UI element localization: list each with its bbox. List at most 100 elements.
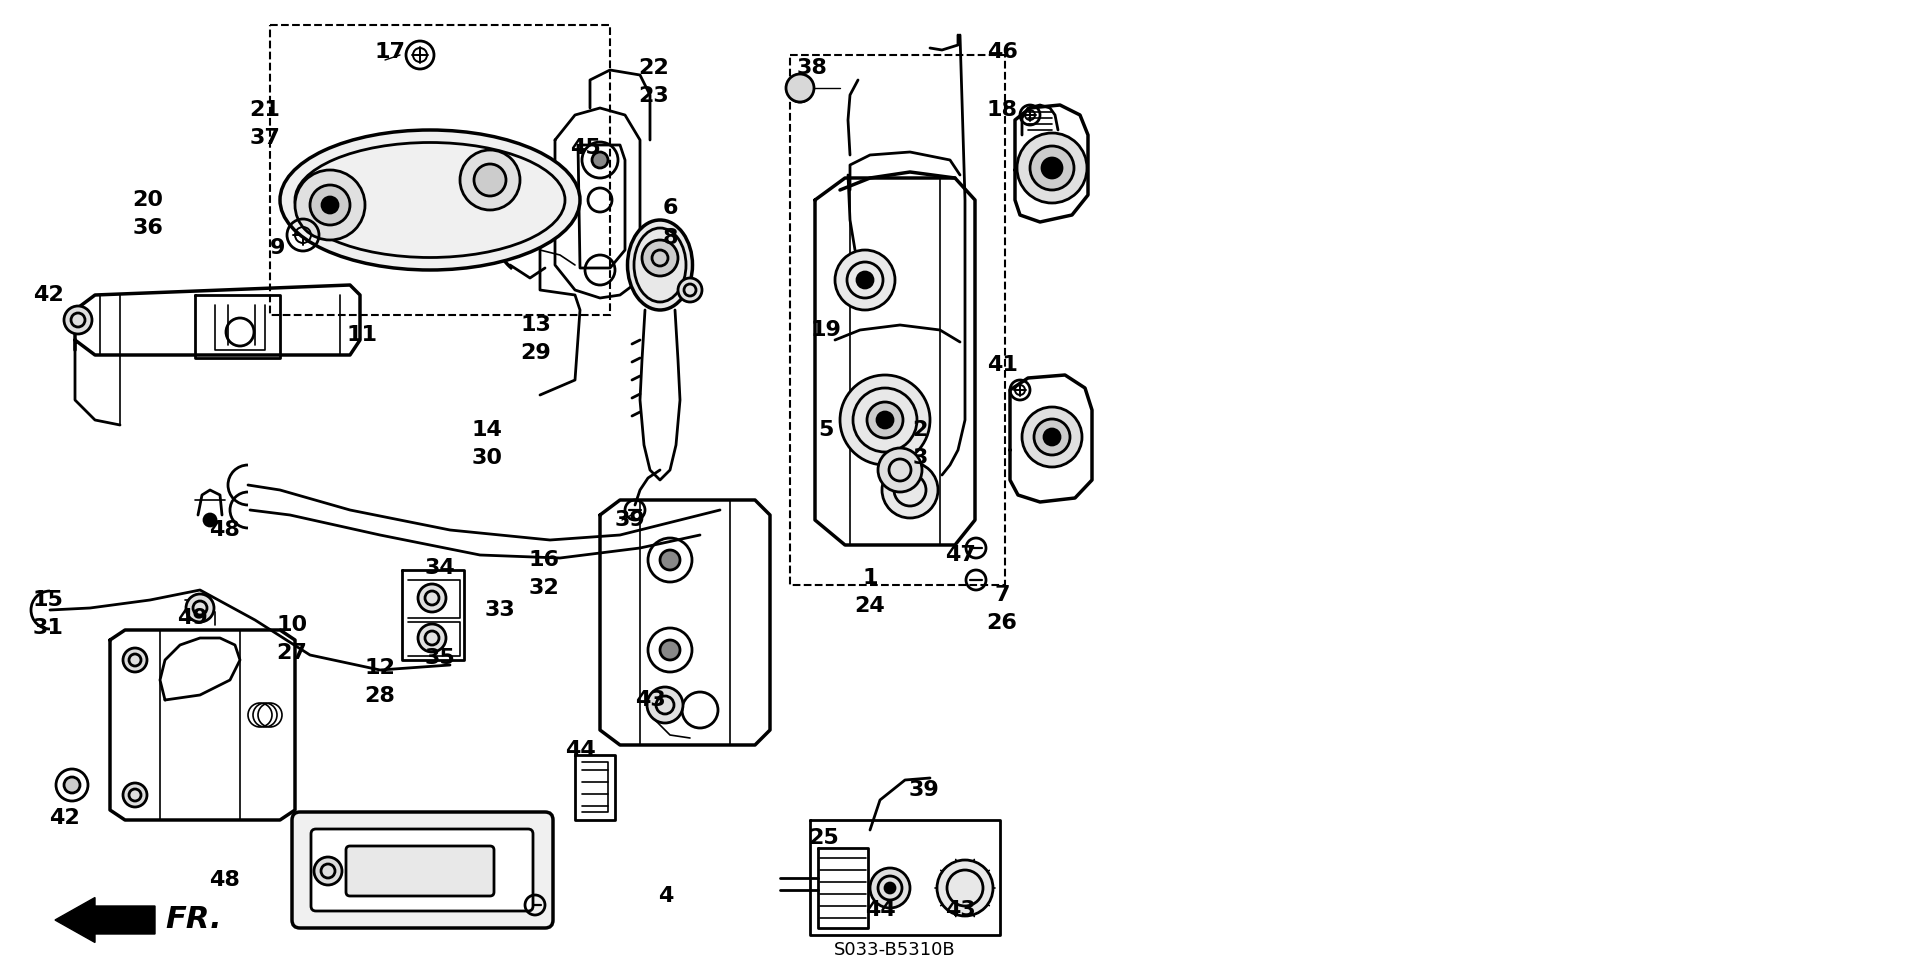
Text: 14: 14: [472, 420, 503, 440]
Text: 39: 39: [908, 780, 939, 800]
FancyBboxPatch shape: [346, 846, 493, 896]
Circle shape: [881, 462, 939, 518]
Text: 48: 48: [209, 870, 240, 890]
Text: 30: 30: [472, 448, 503, 468]
Circle shape: [63, 777, 81, 793]
Circle shape: [296, 170, 365, 240]
Circle shape: [885, 883, 895, 893]
Circle shape: [474, 164, 507, 196]
Text: 29: 29: [520, 343, 551, 363]
Text: 49: 49: [177, 608, 207, 628]
Text: 25: 25: [808, 828, 839, 848]
Circle shape: [186, 594, 213, 622]
Text: 32: 32: [528, 578, 559, 598]
Circle shape: [123, 783, 148, 807]
Text: 15: 15: [33, 590, 63, 610]
Text: 8: 8: [662, 228, 678, 248]
Text: 1: 1: [862, 568, 877, 588]
Text: 7: 7: [995, 585, 1010, 605]
Circle shape: [660, 640, 680, 660]
Circle shape: [591, 152, 609, 168]
Text: 42: 42: [33, 285, 63, 305]
Text: 35: 35: [424, 648, 455, 668]
Text: S033-B5310B: S033-B5310B: [833, 941, 956, 959]
Text: 33: 33: [484, 600, 515, 620]
Circle shape: [870, 868, 910, 908]
Circle shape: [937, 860, 993, 916]
Circle shape: [1044, 429, 1060, 445]
Text: 41: 41: [987, 355, 1018, 375]
Circle shape: [1018, 133, 1087, 203]
Text: 34: 34: [424, 558, 455, 578]
Text: 10: 10: [276, 615, 307, 635]
Text: 36: 36: [132, 218, 163, 238]
Circle shape: [678, 278, 703, 302]
Text: 31: 31: [33, 618, 63, 638]
Text: 17: 17: [374, 42, 405, 62]
Circle shape: [419, 584, 445, 612]
Circle shape: [1021, 407, 1083, 467]
Text: 44: 44: [864, 900, 895, 920]
Circle shape: [63, 306, 92, 334]
Text: 12: 12: [365, 658, 396, 678]
Text: 26: 26: [987, 613, 1018, 633]
Text: 24: 24: [854, 596, 885, 616]
Bar: [271, 25, 611, 315]
Circle shape: [323, 197, 338, 213]
Circle shape: [123, 648, 148, 672]
Text: 6: 6: [662, 198, 678, 218]
Text: 38: 38: [797, 58, 828, 78]
Circle shape: [785, 74, 814, 102]
Text: 42: 42: [48, 808, 79, 828]
Text: 11: 11: [346, 325, 378, 345]
Text: 5: 5: [818, 420, 833, 440]
Text: 45: 45: [570, 138, 601, 158]
Text: 43: 43: [945, 900, 975, 920]
Text: 44: 44: [564, 740, 595, 760]
Text: 23: 23: [639, 86, 670, 106]
Ellipse shape: [280, 130, 580, 270]
Text: 37: 37: [250, 128, 280, 148]
Ellipse shape: [628, 220, 693, 310]
Circle shape: [641, 240, 678, 276]
Text: 46: 46: [987, 42, 1018, 62]
Circle shape: [841, 375, 929, 465]
Circle shape: [315, 857, 342, 885]
Circle shape: [647, 687, 684, 723]
Circle shape: [835, 250, 895, 310]
Text: 48: 48: [209, 520, 240, 540]
Text: 27: 27: [276, 643, 307, 663]
Circle shape: [868, 402, 902, 438]
Text: 3: 3: [912, 448, 927, 468]
Circle shape: [1029, 146, 1073, 190]
Circle shape: [1043, 158, 1062, 178]
Text: 47: 47: [945, 545, 975, 565]
Circle shape: [1035, 419, 1069, 455]
Text: 13: 13: [520, 315, 551, 335]
FancyArrow shape: [56, 898, 156, 943]
Text: 39: 39: [614, 510, 645, 530]
Circle shape: [856, 272, 874, 288]
FancyBboxPatch shape: [292, 812, 553, 928]
Text: 43: 43: [636, 690, 666, 710]
Text: 2: 2: [912, 420, 927, 440]
Circle shape: [309, 185, 349, 225]
Text: 18: 18: [987, 100, 1018, 120]
Bar: [789, 55, 1004, 585]
Circle shape: [877, 448, 922, 492]
Circle shape: [877, 412, 893, 428]
FancyBboxPatch shape: [311, 829, 534, 911]
Text: 21: 21: [250, 100, 280, 120]
Circle shape: [461, 150, 520, 210]
Circle shape: [660, 550, 680, 570]
Text: 28: 28: [365, 686, 396, 706]
Text: 40: 40: [440, 880, 472, 900]
Text: 20: 20: [132, 190, 163, 210]
Text: 4: 4: [659, 886, 674, 906]
Text: 9: 9: [271, 238, 286, 258]
Circle shape: [204, 514, 215, 526]
Circle shape: [419, 624, 445, 652]
Text: FR.: FR.: [165, 905, 221, 934]
Text: 22: 22: [639, 58, 670, 78]
Text: 16: 16: [528, 550, 559, 570]
